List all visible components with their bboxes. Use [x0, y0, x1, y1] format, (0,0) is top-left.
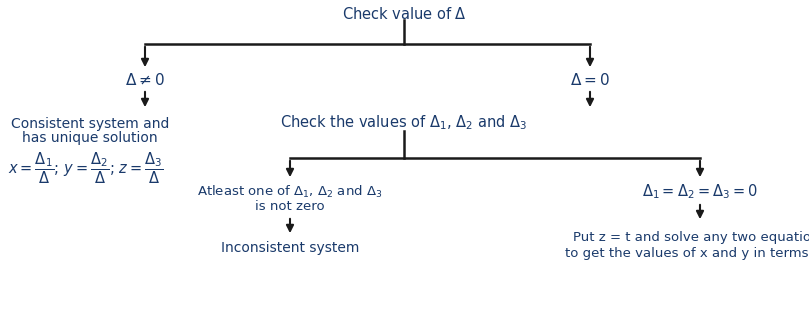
- Text: Check value of $\Delta$: Check value of $\Delta$: [341, 6, 467, 22]
- Text: Atleast one of $\Delta_1$, $\Delta_2$ and $\Delta_3$: Atleast one of $\Delta_1$, $\Delta_2$ an…: [197, 184, 383, 200]
- Text: $\Delta = 0$: $\Delta = 0$: [570, 72, 610, 88]
- Text: Put z = t and solve any two equations: Put z = t and solve any two equations: [574, 231, 809, 244]
- Text: is not zero: is not zero: [255, 201, 324, 214]
- Text: $x = \dfrac{\Delta_1}{\Delta}$; $y = \dfrac{\Delta_2}{\Delta}$; $z = \dfrac{\Del: $x = \dfrac{\Delta_1}{\Delta}$; $y = \df…: [8, 150, 163, 186]
- Text: to get the values of x and y in terms of t: to get the values of x and y in terms of…: [565, 247, 809, 260]
- Text: $\Delta_1= \Delta_2 = \Delta_3=0$: $\Delta_1= \Delta_2 = \Delta_3=0$: [642, 183, 758, 201]
- Text: Consistent system and: Consistent system and: [11, 117, 169, 131]
- Text: $\Delta \neq 0$: $\Delta \neq 0$: [125, 72, 165, 88]
- Text: has unique solution: has unique solution: [22, 131, 158, 145]
- Text: Inconsistent system: Inconsistent system: [221, 241, 359, 255]
- Text: Check the values of $\Delta_1$, $\Delta_2$ and $\Delta_3$: Check the values of $\Delta_1$, $\Delta_…: [280, 114, 527, 132]
